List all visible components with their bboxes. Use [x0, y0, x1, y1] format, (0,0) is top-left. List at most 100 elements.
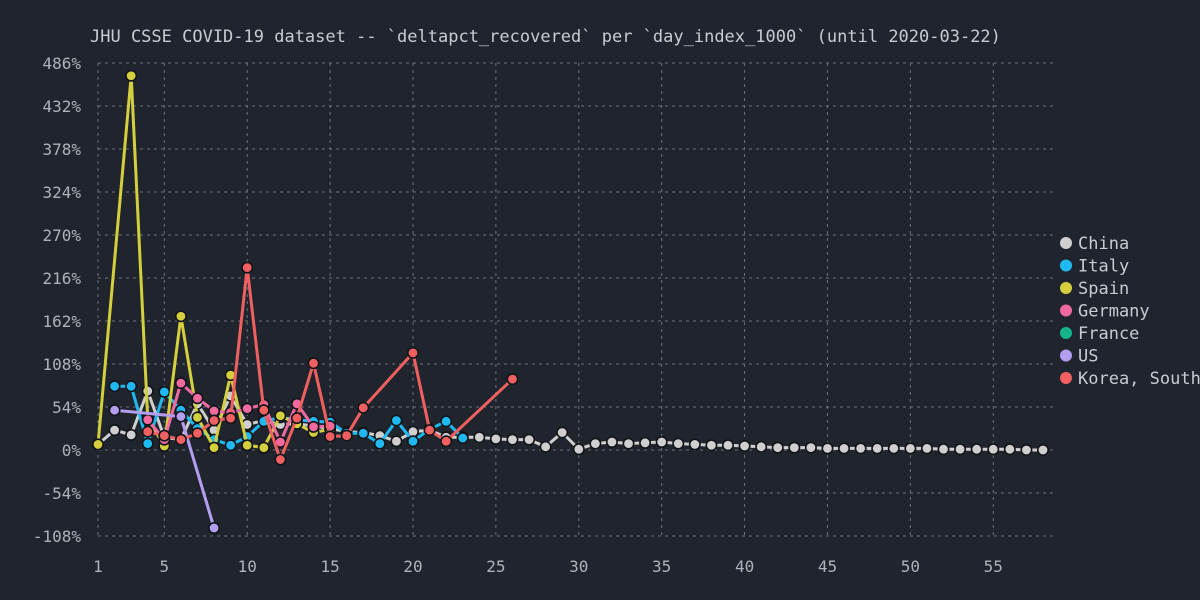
data-point — [738, 440, 751, 453]
y-tick-label: 324% — [42, 183, 81, 202]
data-point — [605, 436, 618, 449]
data-point — [705, 439, 718, 452]
legend-item: Spain — [1060, 279, 1129, 299]
legend-label: France — [1078, 324, 1139, 344]
x-tick-label: 15 — [320, 557, 339, 576]
legend-item: China — [1060, 234, 1129, 254]
data-point — [556, 426, 569, 439]
legend-marker — [1060, 304, 1072, 317]
data-point — [406, 346, 419, 359]
legend-marker — [1060, 372, 1072, 384]
data-point — [920, 442, 933, 455]
data-point — [688, 438, 701, 451]
grid — [97, 62, 1055, 537]
data-point — [241, 261, 254, 274]
data-point — [871, 442, 884, 455]
data-point — [274, 453, 287, 466]
data-point — [440, 435, 453, 448]
y-tick-label: 0% — [62, 441, 82, 460]
data-point — [887, 442, 900, 455]
legend-label: US — [1078, 347, 1098, 367]
x-tick-label: 35 — [652, 557, 671, 576]
data-point — [506, 433, 519, 446]
data-point — [141, 437, 154, 450]
data-point — [158, 385, 171, 398]
data-point — [539, 440, 552, 453]
data-point — [721, 439, 734, 452]
data-point — [937, 443, 950, 456]
data-point — [489, 432, 502, 445]
data-point — [821, 442, 834, 455]
y-tick-label: 54% — [52, 398, 81, 417]
data-point — [125, 69, 138, 82]
data-point — [241, 402, 254, 415]
data-point — [158, 429, 171, 442]
x-tick-label: 45 — [818, 557, 837, 576]
y-axis: -108% -54% 0% 54% 108% 162% 216% 270% 324% 378% 43… — [33, 54, 82, 546]
data-point — [423, 424, 436, 437]
data-point — [108, 380, 121, 393]
legend-marker — [1060, 327, 1072, 339]
data-point — [755, 440, 768, 453]
data-point — [390, 414, 403, 427]
data-point — [92, 438, 105, 451]
data-point — [622, 437, 635, 450]
legend-label: Italy — [1078, 257, 1129, 277]
y-tick-label: 432% — [42, 97, 81, 116]
data-point — [274, 409, 287, 422]
x-tick-label: 50 — [901, 557, 920, 576]
data-point — [838, 442, 851, 455]
legend-marker — [1060, 282, 1072, 294]
x-tick-label: 40 — [735, 557, 754, 576]
data-point — [1020, 443, 1033, 456]
data-point — [174, 433, 187, 446]
data-point — [589, 437, 602, 450]
x-tick-label: 20 — [403, 557, 422, 576]
data-point — [108, 424, 121, 437]
x-tick-label: 1 — [93, 557, 103, 576]
data-point — [639, 436, 652, 449]
y-tick-label: 216% — [42, 269, 81, 288]
legend-item: Germany — [1060, 302, 1150, 322]
data-point — [191, 392, 204, 405]
data-point — [191, 411, 204, 424]
legend-marker — [1060, 259, 1072, 272]
y-tick-label: -108% — [33, 527, 82, 546]
data-point — [357, 401, 370, 414]
data-point — [141, 425, 154, 438]
data-point — [373, 437, 386, 450]
data-point — [904, 442, 917, 455]
data-point — [208, 522, 221, 535]
data-point — [954, 443, 967, 456]
data-point — [125, 380, 138, 393]
x-tick-label: 10 — [238, 557, 257, 576]
data-point — [257, 441, 270, 454]
data-point — [1003, 443, 1016, 456]
legend-label: Spain — [1078, 279, 1129, 299]
data-point — [473, 431, 486, 444]
series-6 — [141, 261, 519, 466]
series-layer — [92, 69, 1050, 535]
data-point — [241, 439, 254, 452]
y-tick-label: 378% — [42, 140, 81, 159]
data-point — [572, 443, 585, 456]
data-point — [390, 435, 403, 448]
data-point — [307, 420, 320, 433]
data-point — [970, 443, 983, 456]
data-point — [108, 404, 121, 417]
data-point — [406, 435, 419, 448]
series-line — [97, 389, 1043, 452]
data-point — [788, 441, 801, 454]
y-tick-label: 486% — [42, 54, 81, 73]
data-point — [257, 404, 270, 417]
x-axis: 1 5 10 15 20 25 30 35 40 45 50 55 — [93, 557, 1003, 576]
y-tick-label: 108% — [42, 355, 81, 374]
data-point — [125, 428, 138, 441]
data-point — [804, 441, 817, 454]
data-point — [987, 443, 1000, 456]
x-tick-label: 25 — [486, 557, 505, 576]
series-2 — [92, 69, 337, 454]
data-point — [672, 437, 685, 450]
